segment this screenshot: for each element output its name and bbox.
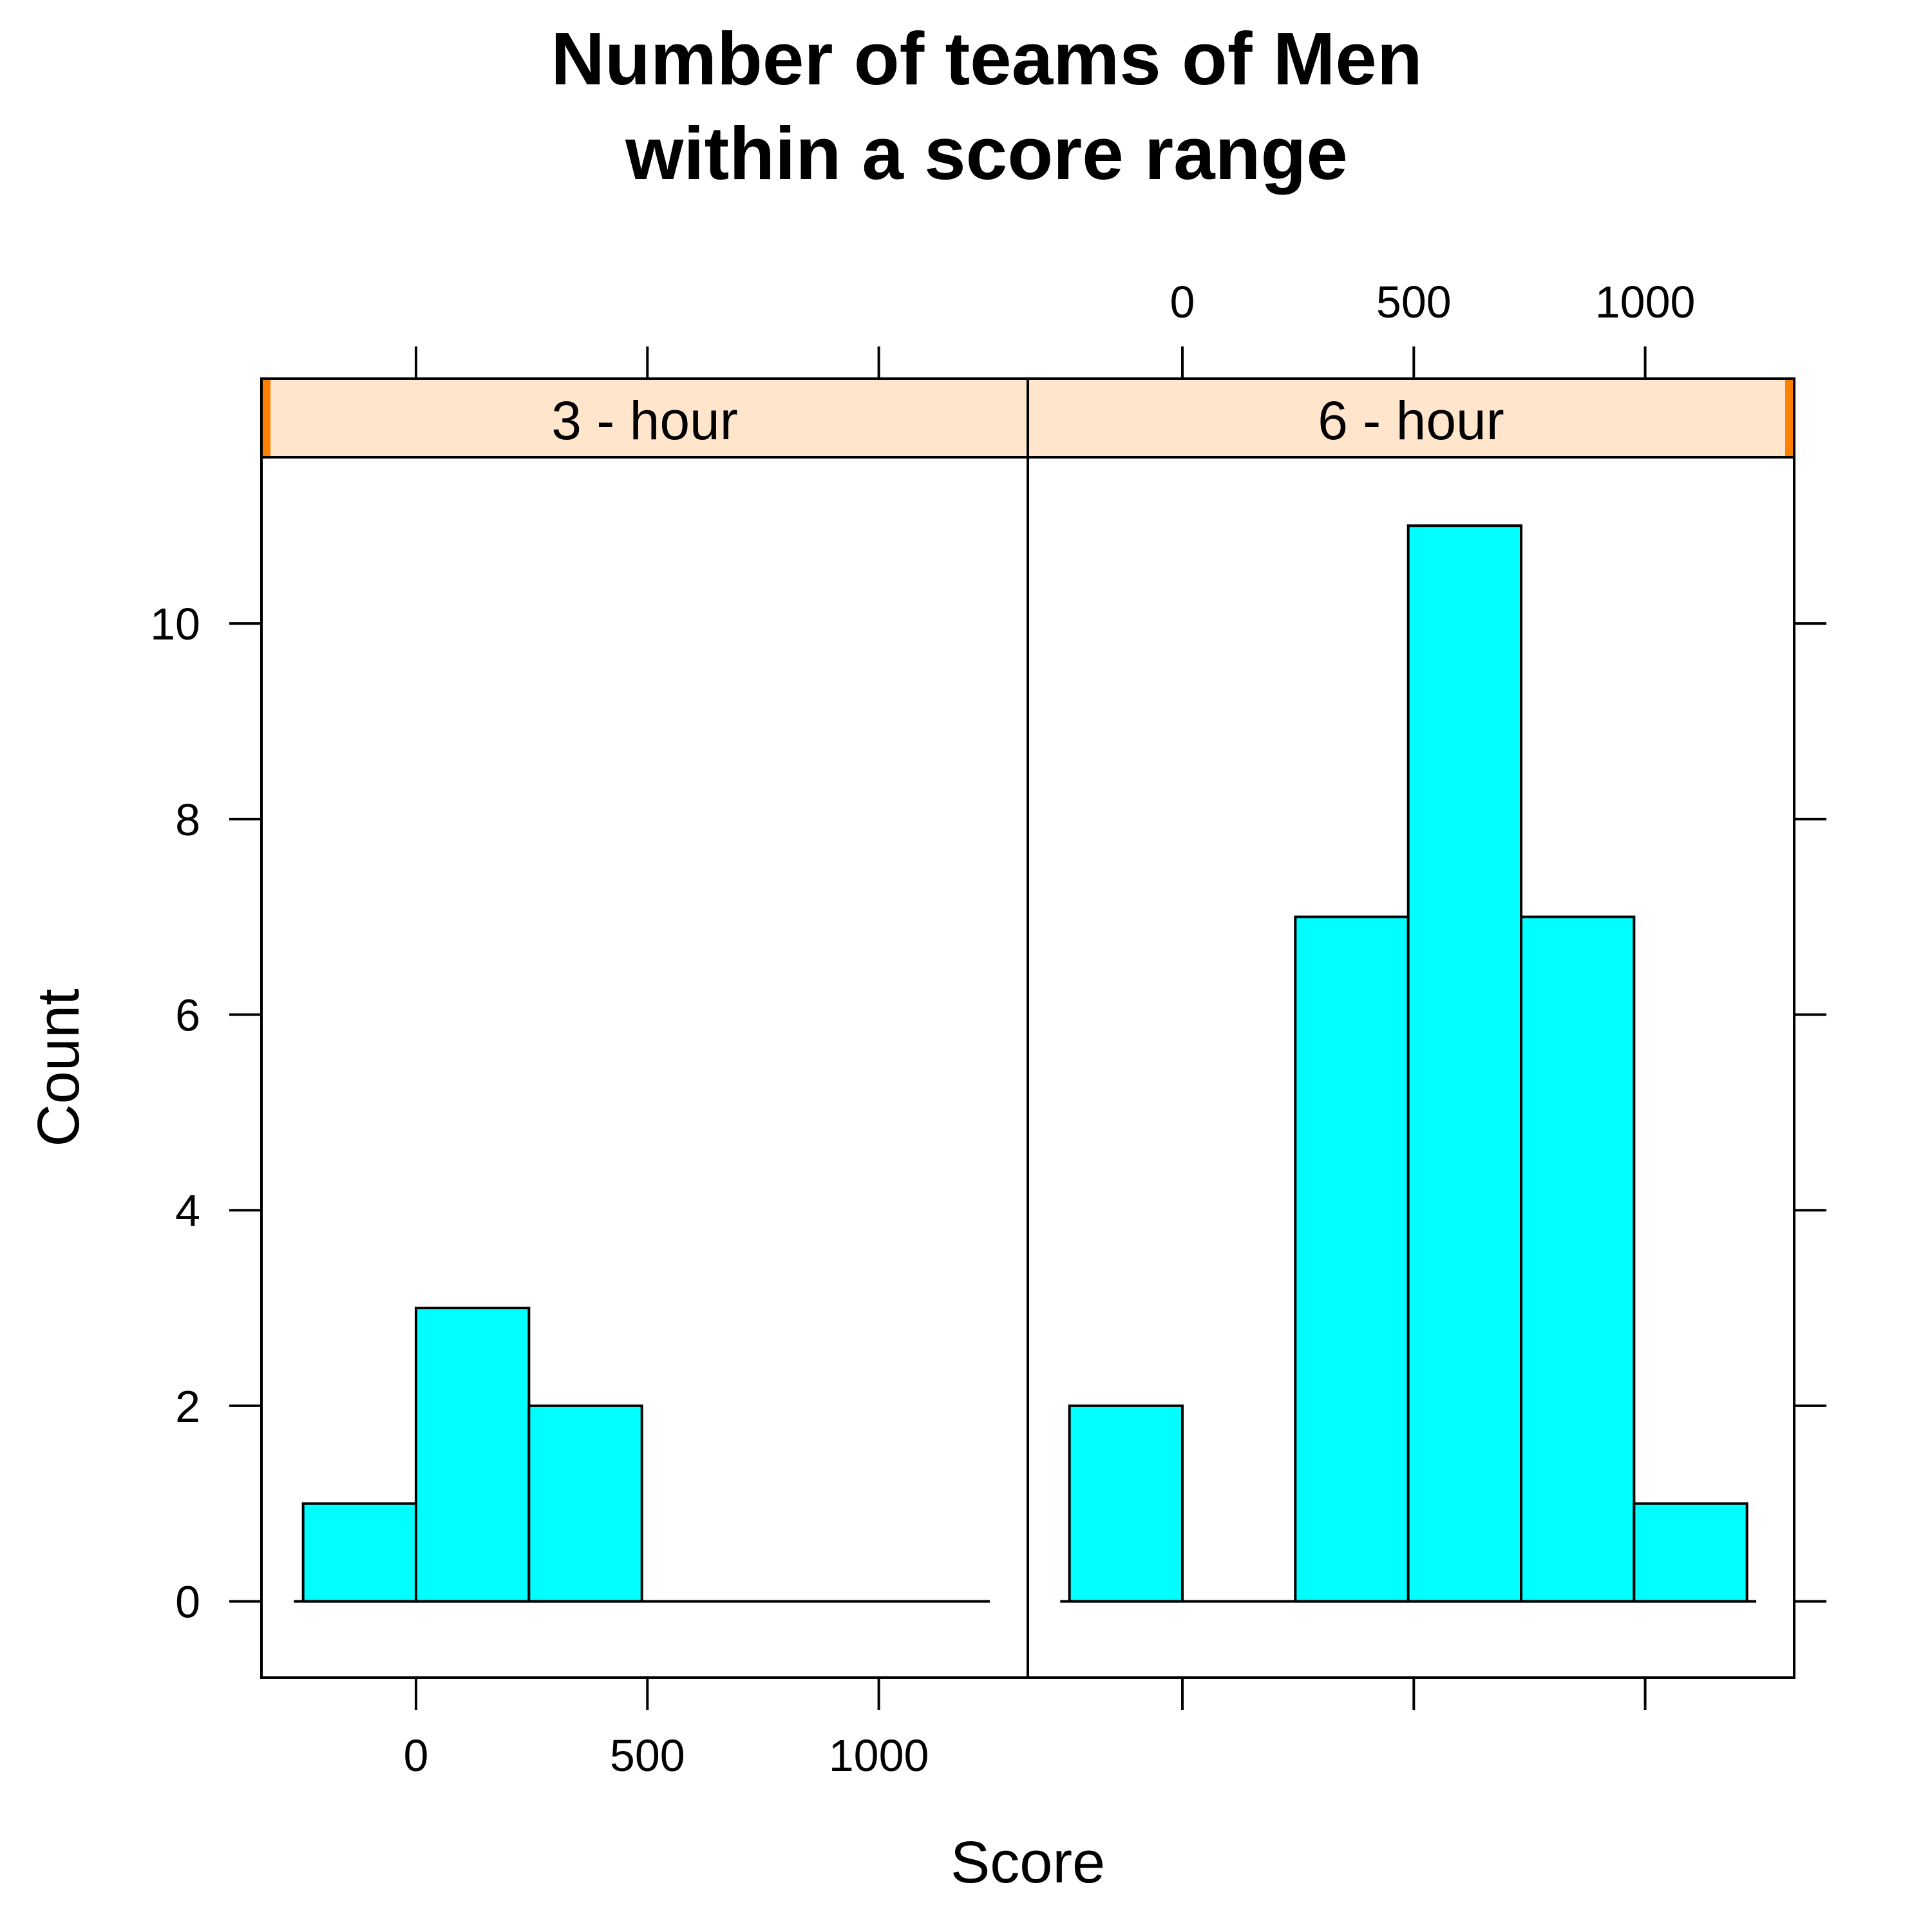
histogram-bar [301,1502,418,1603]
strip-level-marker [263,379,270,457]
y-tick-label: 0 [175,1577,200,1627]
histogram-bar [1294,915,1410,1603]
strip-label: 6 - hour [1318,390,1504,451]
histogram-bar [1068,1404,1184,1603]
chart-title-line-1: Number of teams of Men [551,17,1422,100]
panel-border [1027,456,1795,1679]
strip-background [261,379,1028,457]
panel-2: 6 - hour [1027,377,1795,1679]
y-axis-title: Count [26,989,91,1147]
strip-label: 3 - hour [551,390,738,451]
histogram-bar [1520,915,1636,1603]
x-tick-label-bottom: 1000 [829,1730,929,1781]
y-tick-label: 4 [175,1186,200,1236]
y-tick-label: 2 [175,1381,200,1432]
y-tick-label: 6 [175,990,200,1041]
x-tick-label-top: 500 [1376,277,1452,327]
x-tick-label-bottom: 500 [610,1730,685,1781]
x-tick-label-top: 1000 [1595,277,1696,327]
y-tick-label: 8 [175,795,200,845]
x-tick-label-top: 0 [1170,277,1195,327]
axes-group: 0 0 500 500 1000 1000 0 2 4 6 8 10 [150,277,1826,1781]
x-axis-title: Score [951,1830,1105,1895]
chart-title-line-2: within a score range [625,111,1348,195]
histogram-bar [1406,524,1523,1603]
strip-level-marker [1785,379,1793,457]
panel-border [260,456,1029,1679]
histogram-bar [415,1307,531,1603]
x-tick-label-bottom: 0 [404,1730,429,1781]
histogram-bar [527,1404,643,1603]
strip-background [1028,379,1794,457]
y-tick-label: 10 [150,599,200,649]
histogram-bar [1633,1502,1748,1603]
panel-1: 3 - hour [260,377,1029,1679]
panels-group: 3 - hour 6 - hour [260,377,1795,1679]
